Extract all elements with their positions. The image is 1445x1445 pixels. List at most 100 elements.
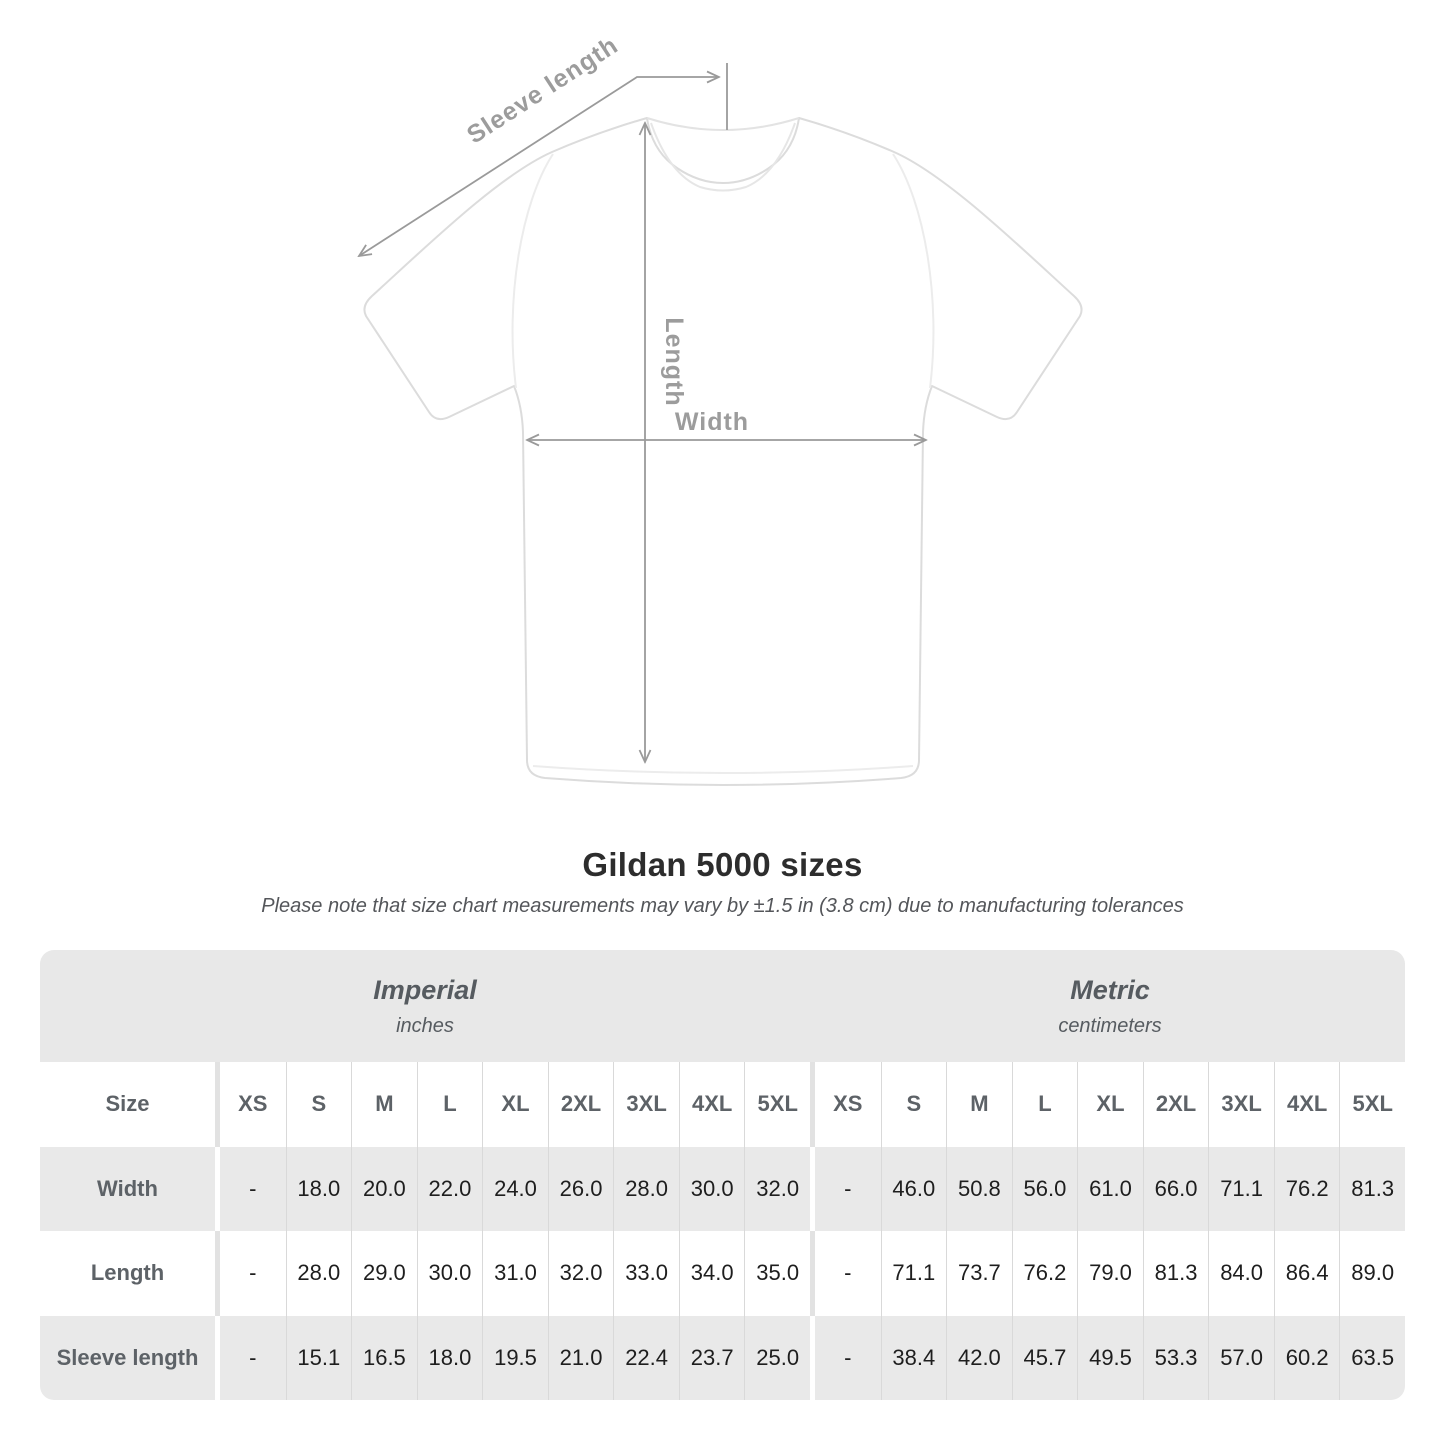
value-cell: 25.0: [744, 1315, 810, 1400]
size-header: 2XL: [1142, 1062, 1209, 1147]
value-cell: 16.5: [351, 1315, 417, 1400]
value-cell: 63.5: [1339, 1315, 1405, 1400]
value-cell: 28.0: [613, 1146, 679, 1231]
size-header: L: [1011, 1062, 1078, 1147]
value-cell: 42.0: [946, 1315, 1012, 1400]
armhole-seam-right: [892, 153, 935, 389]
unit-group-label: Metric: [1070, 974, 1150, 1005]
column-separator: [215, 1315, 220, 1400]
size-header: XS: [815, 1062, 881, 1147]
value-cell: 19.5: [482, 1315, 548, 1400]
size-header: S: [285, 1062, 352, 1147]
value-cell: 26.0: [547, 1146, 614, 1231]
column-separator: [215, 1062, 220, 1147]
value-cell: 76.2: [1011, 1231, 1078, 1316]
size-header: XS: [220, 1062, 286, 1147]
unit-group-unit: inches: [396, 1014, 454, 1037]
value-cell: 84.0: [1208, 1231, 1274, 1316]
value-cell: 20.0: [351, 1146, 417, 1231]
page-title: Gildan 5000 sizes: [582, 846, 863, 883]
value-cell: 49.5: [1077, 1315, 1143, 1400]
size-header: 4XL: [678, 1062, 745, 1147]
value-cell: 29.0: [351, 1231, 417, 1316]
column-separator: [810, 1146, 815, 1231]
value-cell: 18.0: [416, 1315, 483, 1400]
value-cell: 53.3: [1142, 1315, 1209, 1400]
unit-group-imperial: Imperial inches: [40, 950, 810, 1062]
value-cell: 24.0: [482, 1146, 548, 1231]
value-cell: 23.7: [678, 1315, 745, 1400]
unit-group-label: Imperial: [373, 974, 477, 1005]
value-cell: 45.7: [1011, 1315, 1078, 1400]
column-separator: [810, 1231, 815, 1316]
row-label: Width: [40, 1146, 215, 1231]
value-cell: 60.2: [1273, 1315, 1340, 1400]
value-cell: 73.7: [946, 1231, 1012, 1316]
unit-group-unit: centimeters: [1058, 1014, 1162, 1037]
heading: Gildan 5000 sizes Please note that size …: [0, 846, 1445, 918]
width-label: Width: [675, 408, 749, 436]
column-separator: [810, 1315, 815, 1400]
tshirt-graphic: [363, 117, 1083, 786]
size-header: 5XL: [744, 1062, 810, 1147]
size-header: S: [880, 1062, 947, 1147]
value-cell: 22.0: [416, 1146, 483, 1231]
value-cell: 33.0: [613, 1231, 679, 1316]
value-cell: 32.0: [744, 1146, 810, 1231]
value-cell: -: [815, 1146, 881, 1231]
size-header: 2XL: [547, 1062, 614, 1147]
value-cell: 30.0: [678, 1146, 745, 1231]
value-cell: 30.0: [416, 1231, 483, 1316]
value-cell: 79.0: [1077, 1231, 1143, 1316]
size-header: 5XL: [1339, 1062, 1405, 1147]
size-header: 3XL: [1208, 1062, 1274, 1147]
value-cell: 28.0: [285, 1231, 352, 1316]
value-cell: -: [815, 1315, 881, 1400]
value-cell: 18.0: [285, 1146, 352, 1231]
size-header: 3XL: [613, 1062, 679, 1147]
value-cell: -: [815, 1231, 881, 1316]
size-header: XL: [1077, 1062, 1143, 1147]
unit-group-metric: Metric centimeters: [815, 950, 1405, 1062]
length-label: Length: [660, 317, 688, 406]
value-cell: 31.0: [482, 1231, 548, 1316]
sleeve-length-label: Sleeve length: [462, 31, 623, 149]
size-column-header: Size: [40, 1062, 215, 1147]
size-header: L: [416, 1062, 483, 1147]
value-cell: 34.0: [678, 1231, 745, 1316]
value-cell: -: [220, 1146, 286, 1231]
tshirt-measurement-diagram: Sleeve length Length Width: [0, 31, 1083, 786]
tolerance-note: Please note that size chart measurements…: [261, 895, 1184, 917]
value-cell: 66.0: [1142, 1146, 1209, 1231]
value-cell: 76.2: [1273, 1146, 1340, 1231]
sleeve-length-dimension-line: [359, 77, 719, 256]
value-cell: 46.0: [880, 1146, 947, 1231]
value-cell: 22.4: [613, 1315, 679, 1400]
value-cell: 81.3: [1142, 1231, 1209, 1316]
value-cell: 56.0: [1011, 1146, 1078, 1231]
tshirt-outline: [363, 117, 1083, 786]
size-header: 4XL: [1273, 1062, 1340, 1147]
column-separator: [810, 950, 815, 1062]
value-cell: 81.3: [1339, 1146, 1405, 1231]
size-header: M: [946, 1062, 1012, 1147]
size-header: XL: [482, 1062, 548, 1147]
value-cell: 89.0: [1339, 1231, 1405, 1316]
value-cell: 21.0: [547, 1315, 614, 1400]
value-cell: 50.8: [946, 1146, 1012, 1231]
column-separator: [215, 1146, 220, 1231]
value-cell: 71.1: [1208, 1146, 1274, 1231]
value-cell: 35.0: [744, 1231, 810, 1316]
column-separator: [810, 1062, 815, 1147]
value-cell: -: [220, 1231, 286, 1316]
collar-back-edge: [646, 117, 800, 131]
size-table: Imperial inches Metric centimeters Size …: [40, 950, 1405, 1400]
value-cell: 15.1: [285, 1315, 352, 1400]
value-cell: -: [220, 1315, 286, 1400]
value-cell: 86.4: [1273, 1231, 1340, 1316]
value-cell: 71.1: [880, 1231, 947, 1316]
value-cell: 61.0: [1077, 1146, 1143, 1231]
column-separator: [215, 1231, 220, 1316]
value-cell: 57.0: [1208, 1315, 1274, 1400]
